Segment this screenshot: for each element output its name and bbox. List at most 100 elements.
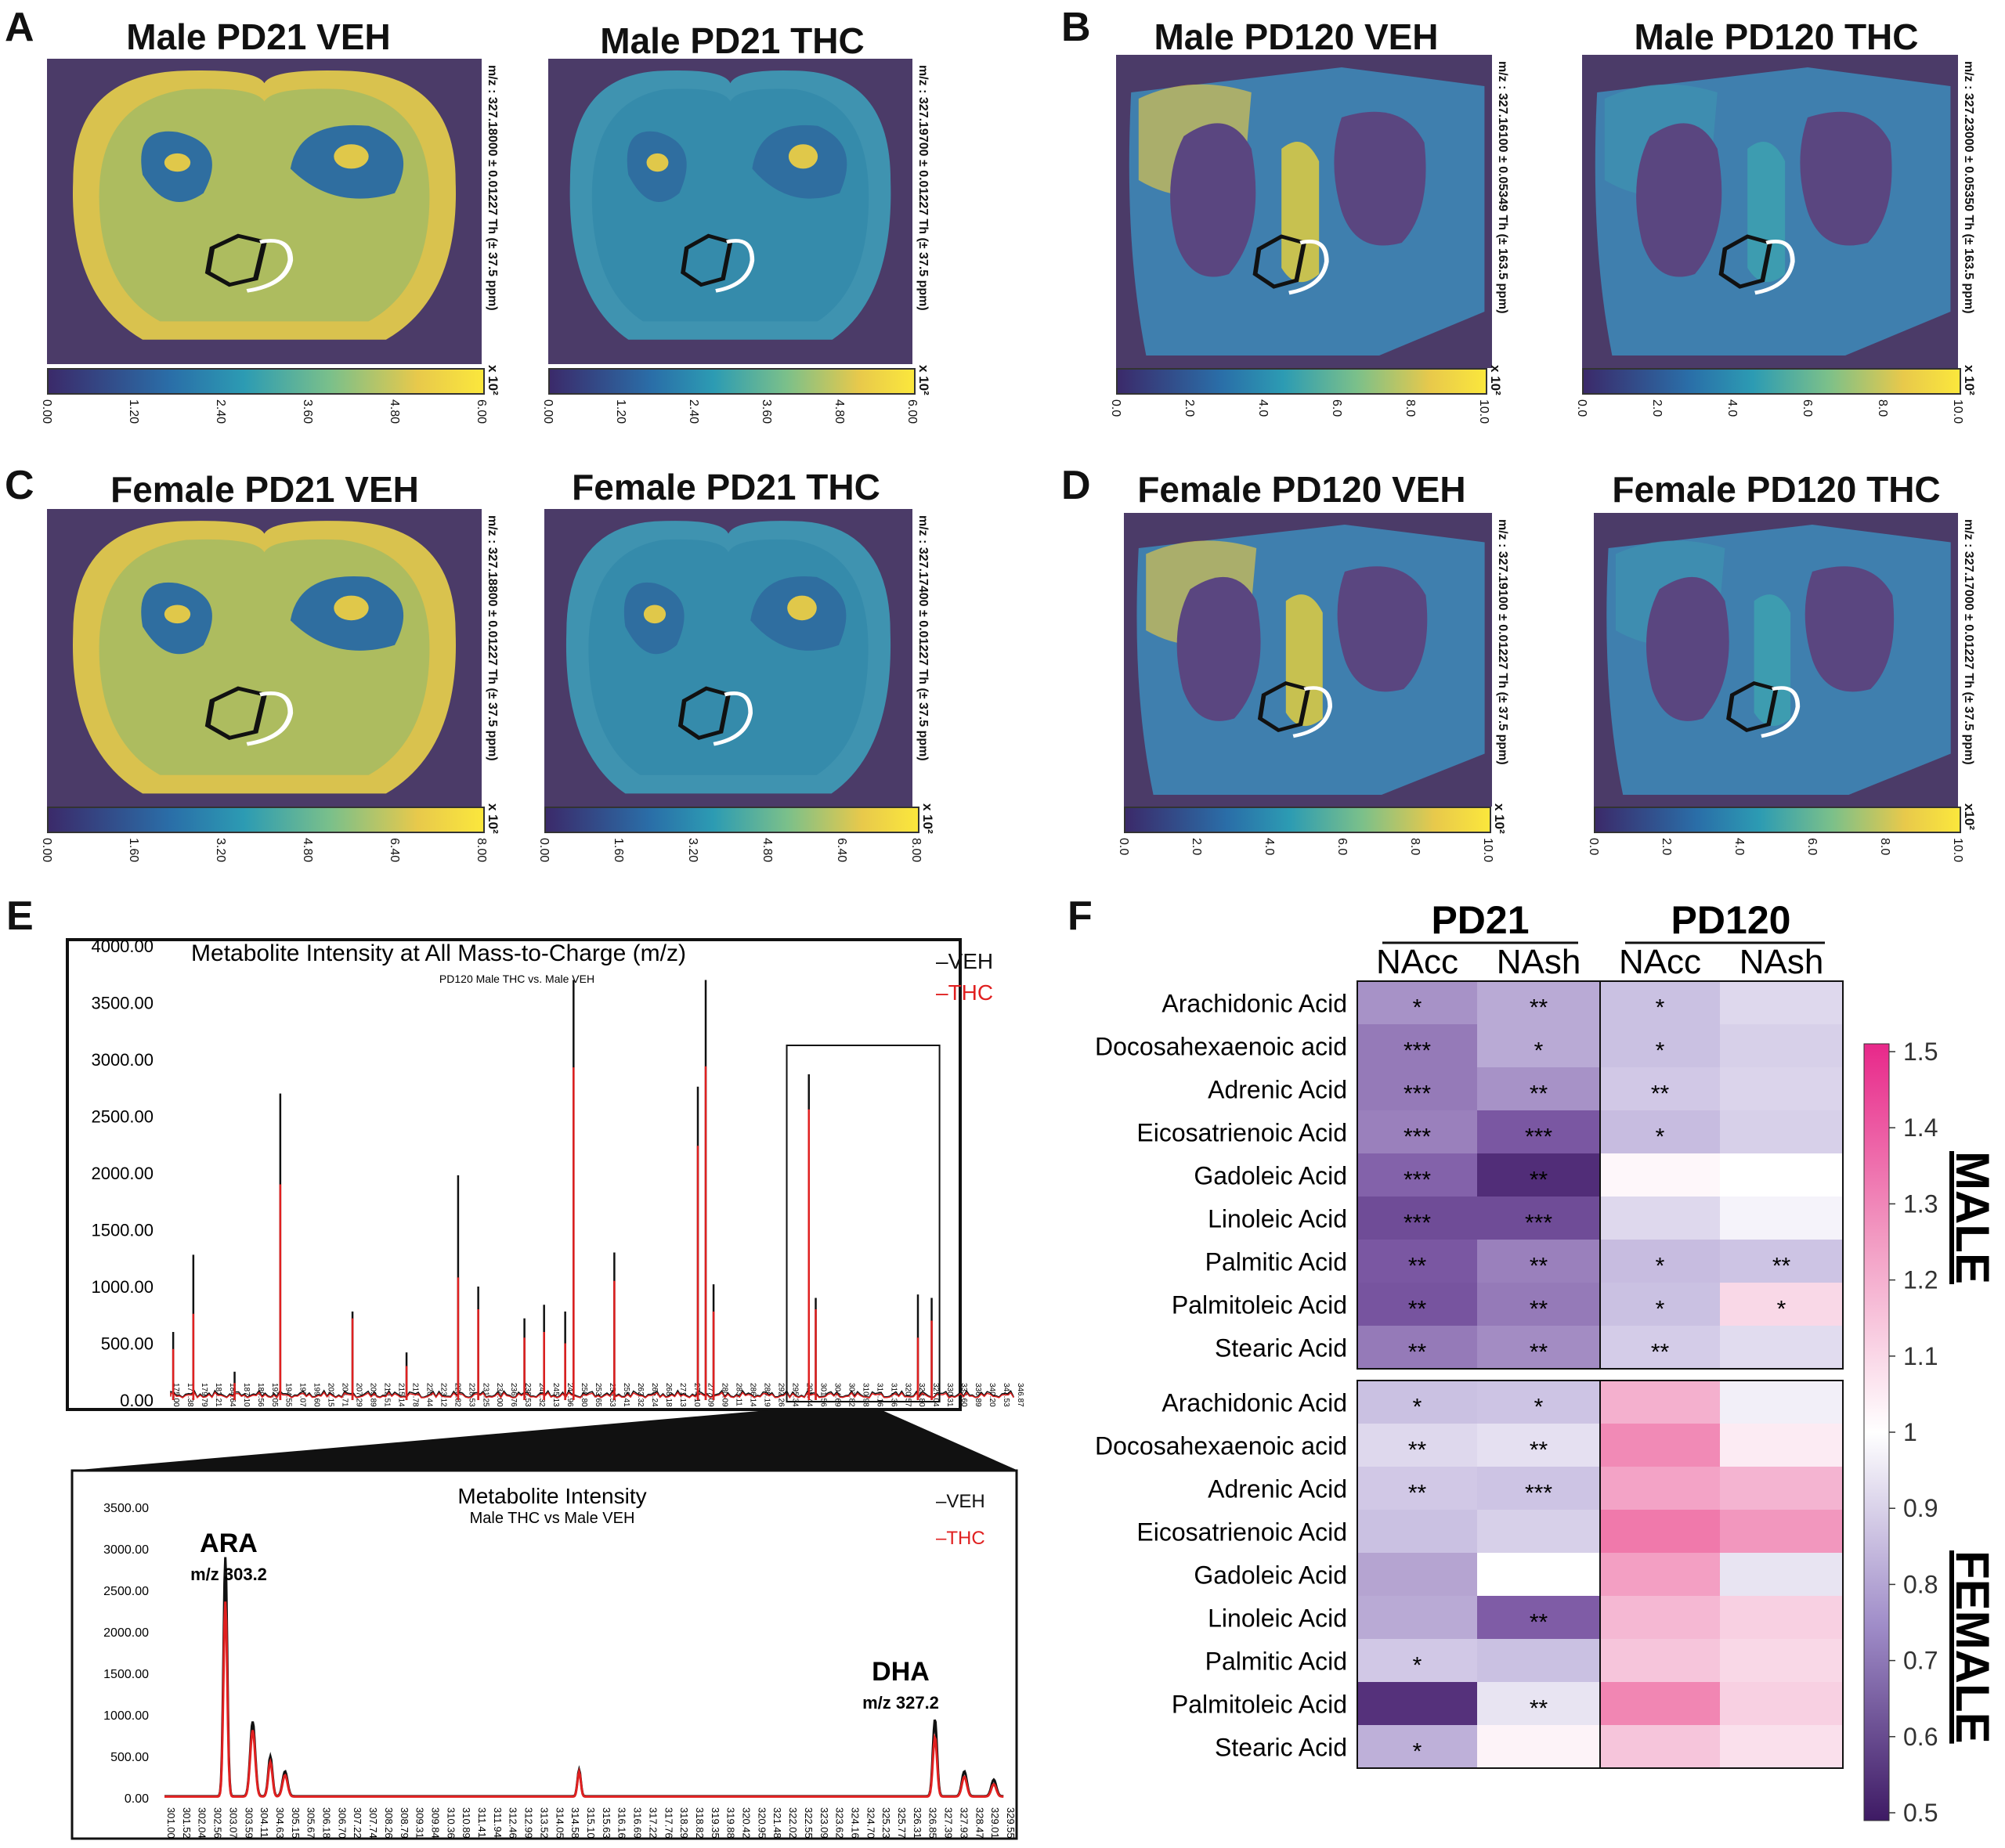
panel-e-spectra: Metabolite Intensity at All Mass-to-Char…: [66, 937, 1024, 1840]
significance-stars: ***: [1404, 1038, 1431, 1064]
x-tick: 308.26: [383, 1807, 395, 1839]
heatmap-cell-female: [1357, 1381, 1477, 1424]
colorbar-exponent: x10²: [1962, 803, 1977, 831]
tissue-mid: [1754, 594, 1791, 727]
colorbar-tick: 1.60: [127, 838, 140, 863]
colorbar-tick: 1.60: [612, 838, 625, 863]
heatmap-cell-male: [1477, 1283, 1600, 1326]
y-tick: 2000.00: [91, 1164, 154, 1183]
colorbar-tick: 8.0: [1404, 399, 1417, 417]
heatmap-cell-male: [1600, 1283, 1720, 1326]
colorbar-tick: 2.0: [1190, 838, 1203, 856]
x-tick: 336.89: [974, 1383, 982, 1407]
roi-nash: [713, 691, 753, 746]
x-tick: 306.70: [336, 1807, 348, 1839]
colorbar: [1116, 368, 1487, 395]
x-tick: 317.76: [663, 1807, 674, 1839]
colorbar-tick: 10.0: [1477, 399, 1490, 424]
heatmap-cell-female: [1477, 1682, 1600, 1726]
panel-label-e: E: [6, 893, 34, 939]
colorbar-tick: 4.0: [1732, 838, 1746, 856]
heatmap-cell-male: [1720, 981, 1843, 1025]
colorbar-tick: 10.0: [1951, 399, 1964, 424]
heatmap-cell-female: [1600, 1725, 1720, 1769]
colorbar-tick: 2.0: [1183, 399, 1196, 417]
ventricle-right: [1804, 566, 1895, 692]
x-tick: 317.22: [647, 1807, 659, 1839]
significance-stars: *: [1534, 1038, 1544, 1064]
mz-range-label: m/z : 327.19100 ± 0.01227 Th (± 37.5 ppm…: [1496, 519, 1509, 765]
mz-range-label: m/z : 327.16100 ± 0.05349 Th (± 163.5 pp…: [1496, 61, 1509, 314]
ventricle-right: [1334, 111, 1426, 246]
heatmap-cell-male: [1357, 1110, 1477, 1154]
colorbar-tick: 2.40: [687, 399, 700, 424]
significance-stars: ***: [1404, 1081, 1431, 1107]
heatmap-cell-female: [1720, 1596, 1843, 1640]
panel-label-f: F: [1068, 893, 1093, 939]
significance-stars: *: [1656, 1124, 1665, 1150]
heatmap-cell-male: [1600, 981, 1720, 1025]
roi-nacc: [204, 686, 268, 740]
colorbar-tick: 8.0: [1878, 838, 1891, 856]
row-label: Eicosatrienoic Acid: [1136, 1518, 1347, 1547]
heatmap-cell-female: [1600, 1596, 1720, 1640]
row-label: Docosahexaenoic acid: [1095, 1033, 1347, 1061]
heatmap-cell-female: [1477, 1553, 1600, 1597]
row-label: Palmitic Acid: [1205, 1248, 1347, 1276]
tissue-section: [1136, 525, 1485, 795]
significance-stars: *: [1534, 1395, 1544, 1420]
x-tick: 327.93: [958, 1807, 970, 1839]
column-header: NAcc: [1376, 943, 1458, 981]
x-tick: 316.16: [616, 1807, 628, 1839]
roi-nash: [246, 239, 294, 293]
panel-label-c: C: [5, 463, 34, 508]
heatmap-cell-male: [1600, 1197, 1720, 1240]
panel-label-b: B: [1061, 5, 1091, 50]
colorbar-tick: 0.6: [1903, 1723, 1938, 1751]
x-tick: 283.11: [735, 1383, 743, 1406]
tissue-section: [72, 70, 457, 340]
roi-nacc: [1718, 234, 1773, 289]
heatmap-cell-male: [1477, 1197, 1600, 1240]
heatmap-cell-male: [1600, 1326, 1720, 1370]
row-label: Palmitoleic Acid: [1172, 1291, 1347, 1319]
heatmap-cell-male: [1720, 1240, 1843, 1283]
row-label: Linoleic Acid: [1208, 1604, 1347, 1633]
colorbar-tick: 0.0: [1109, 399, 1122, 417]
row-label: Eicosatrienoic Acid: [1136, 1119, 1347, 1147]
column-header: NAsh: [1739, 943, 1824, 981]
y-tick: 0.00: [120, 1391, 154, 1410]
x-tick: 239.53: [523, 1383, 532, 1407]
significance-stars: **: [1530, 995, 1548, 1021]
heatmap-cell-female: [1357, 1725, 1477, 1769]
x-tick: 303.59: [243, 1807, 255, 1839]
heatmap-cell-male: [1477, 1024, 1600, 1068]
spot: [646, 153, 669, 172]
heatmap-cell-female: [1477, 1381, 1600, 1424]
x-tick: 314.05: [554, 1807, 565, 1839]
x-tick: 346.87: [1016, 1383, 1024, 1407]
zoom-funnel: [70, 1408, 1018, 1471]
significance-stars: **: [1530, 1340, 1548, 1366]
colorbar-tick: 0.9: [1903, 1494, 1938, 1522]
x-tick: 320.95: [756, 1807, 768, 1839]
heatmap-cell-female: [1357, 1424, 1477, 1467]
x-tick: 207.29: [355, 1383, 363, 1407]
colorbar-tick: 1.2: [1903, 1266, 1938, 1294]
row-label: Stearic Acid: [1215, 1734, 1347, 1762]
colorbar-tick: 0.5: [1903, 1799, 1938, 1827]
significance-stars: ***: [1404, 1168, 1431, 1193]
heatmap-cell-male: [1720, 1024, 1843, 1068]
panel-title: Female PD21 THC: [572, 467, 880, 507]
x-tick: 329.55: [1005, 1807, 1017, 1839]
roi-nacc: [677, 686, 732, 740]
colorbar-tick: 0.00: [537, 838, 551, 863]
x-tick: 309.84: [429, 1807, 441, 1839]
heatmap-cell-male: [1600, 1024, 1720, 1068]
significance-stars: **: [1530, 1438, 1548, 1464]
significance-stars: **: [1408, 1481, 1427, 1507]
x-tick: 318.29: [678, 1807, 690, 1839]
heatmap-cell-female: [1720, 1725, 1843, 1769]
x-tick: 280.09: [721, 1383, 729, 1407]
significance-stars: **: [1408, 1297, 1427, 1323]
